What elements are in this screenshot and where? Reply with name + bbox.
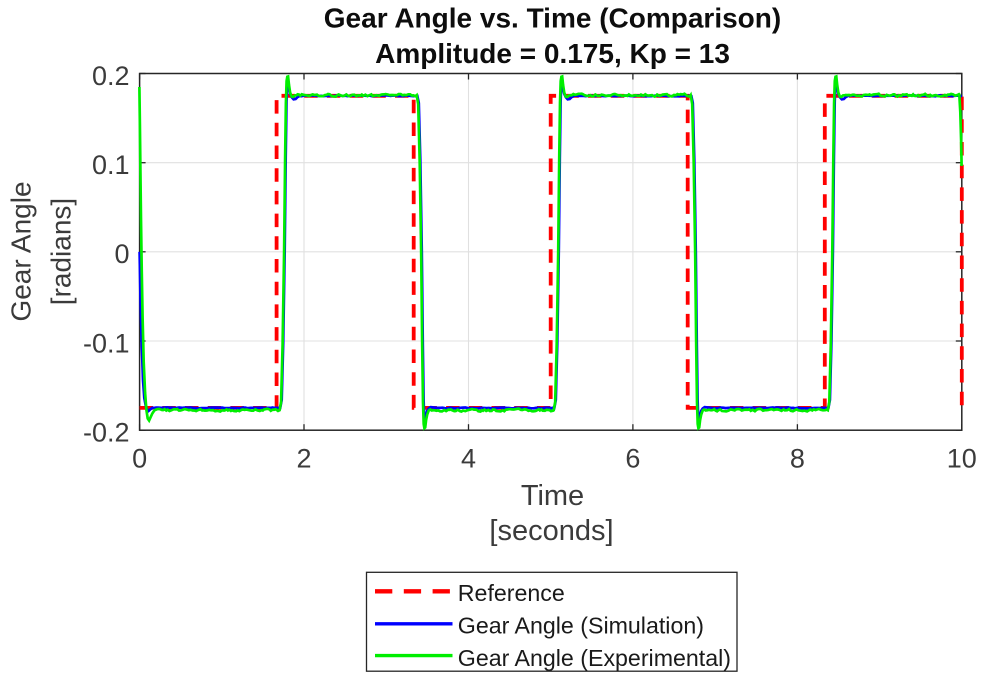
svg-text:6: 6 — [625, 444, 640, 474]
svg-text:-0.1: -0.1 — [83, 328, 130, 358]
svg-text:0.2: 0.2 — [92, 61, 130, 91]
svg-text:10: 10 — [947, 444, 977, 474]
svg-text:0.1: 0.1 — [92, 150, 130, 180]
svg-text:Time: Time — [521, 480, 584, 512]
svg-text:0: 0 — [132, 444, 147, 474]
svg-text:0: 0 — [114, 239, 129, 269]
svg-text:Reference: Reference — [458, 580, 565, 606]
svg-text:Gear Angle: Gear Angle — [6, 181, 37, 321]
svg-text:[radians]: [radians] — [46, 198, 77, 305]
svg-text:2: 2 — [296, 444, 311, 474]
svg-text:8: 8 — [790, 444, 805, 474]
svg-text:-0.2: -0.2 — [83, 418, 130, 448]
svg-text:Amplitude = 0.175, Kp = 13: Amplitude = 0.175, Kp = 13 — [375, 38, 730, 69]
svg-text:Gear Angle vs. Time (Compariso: Gear Angle vs. Time (Comparison) — [324, 3, 781, 34]
svg-text:Gear Angle (Experimental): Gear Angle (Experimental) — [458, 645, 731, 671]
svg-text:[seconds]: [seconds] — [489, 515, 613, 547]
svg-text:4: 4 — [461, 444, 476, 474]
svg-text:Gear Angle (Simulation): Gear Angle (Simulation) — [458, 613, 704, 639]
